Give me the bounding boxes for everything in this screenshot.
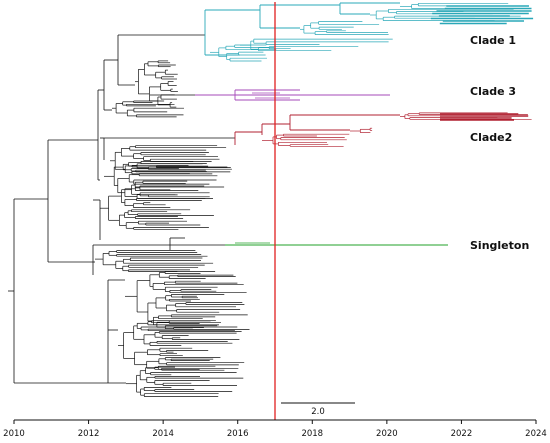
label-clade-3: Clade 3 — [470, 85, 516, 98]
axis-tick-label: 2014 — [152, 429, 174, 439]
axis-tick-label: 2018 — [301, 429, 323, 439]
label-clade-2: Clade2 — [470, 131, 512, 144]
axis-tick-label: 2020 — [376, 429, 398, 439]
tree-branches — [8, 2, 534, 397]
axis-tick-label: 2010 — [3, 429, 25, 439]
time-axis: 2010 2012 2014 2016 2018 2020 2022 2024 — [3, 419, 547, 439]
label-clade-1: Clade 1 — [470, 34, 516, 47]
axis-tick-label: 2012 — [78, 429, 100, 439]
scale-bar-label: 2.0 — [311, 407, 325, 417]
axis-tick-label: 2016 — [227, 429, 249, 439]
axis-tick-label: 2022 — [451, 429, 473, 439]
axis-tick-label: 2024 — [525, 429, 547, 439]
label-singleton: Singleton — [470, 239, 529, 252]
scale-bar: 2.0 — [281, 402, 355, 417]
